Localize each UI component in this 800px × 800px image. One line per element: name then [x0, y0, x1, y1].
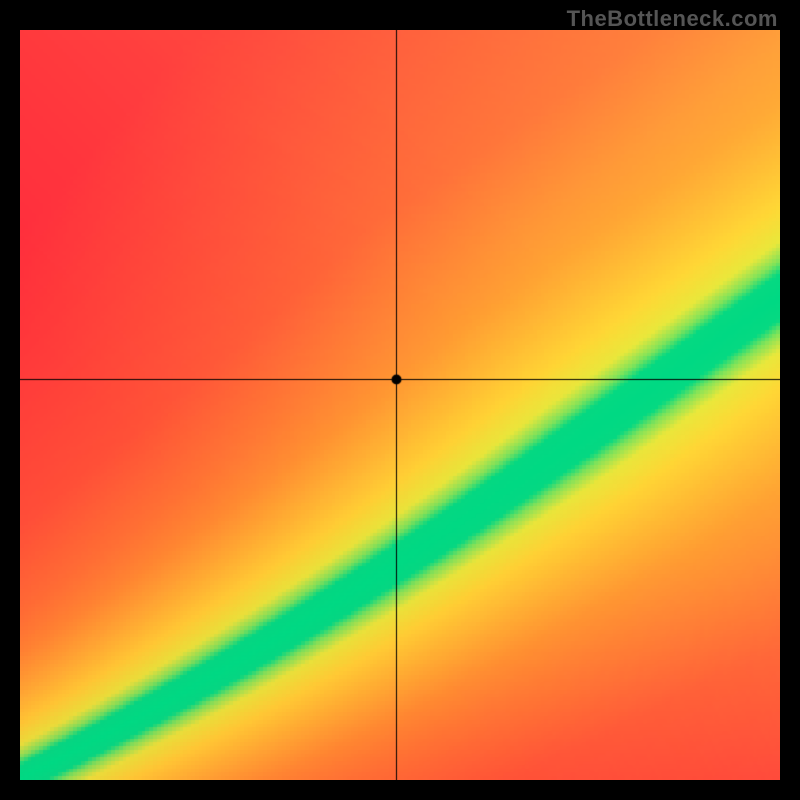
chart-stage: TheBottleneck.com: [0, 0, 800, 800]
crosshair-overlay: [20, 30, 780, 780]
watermark-text: TheBottleneck.com: [567, 6, 778, 32]
